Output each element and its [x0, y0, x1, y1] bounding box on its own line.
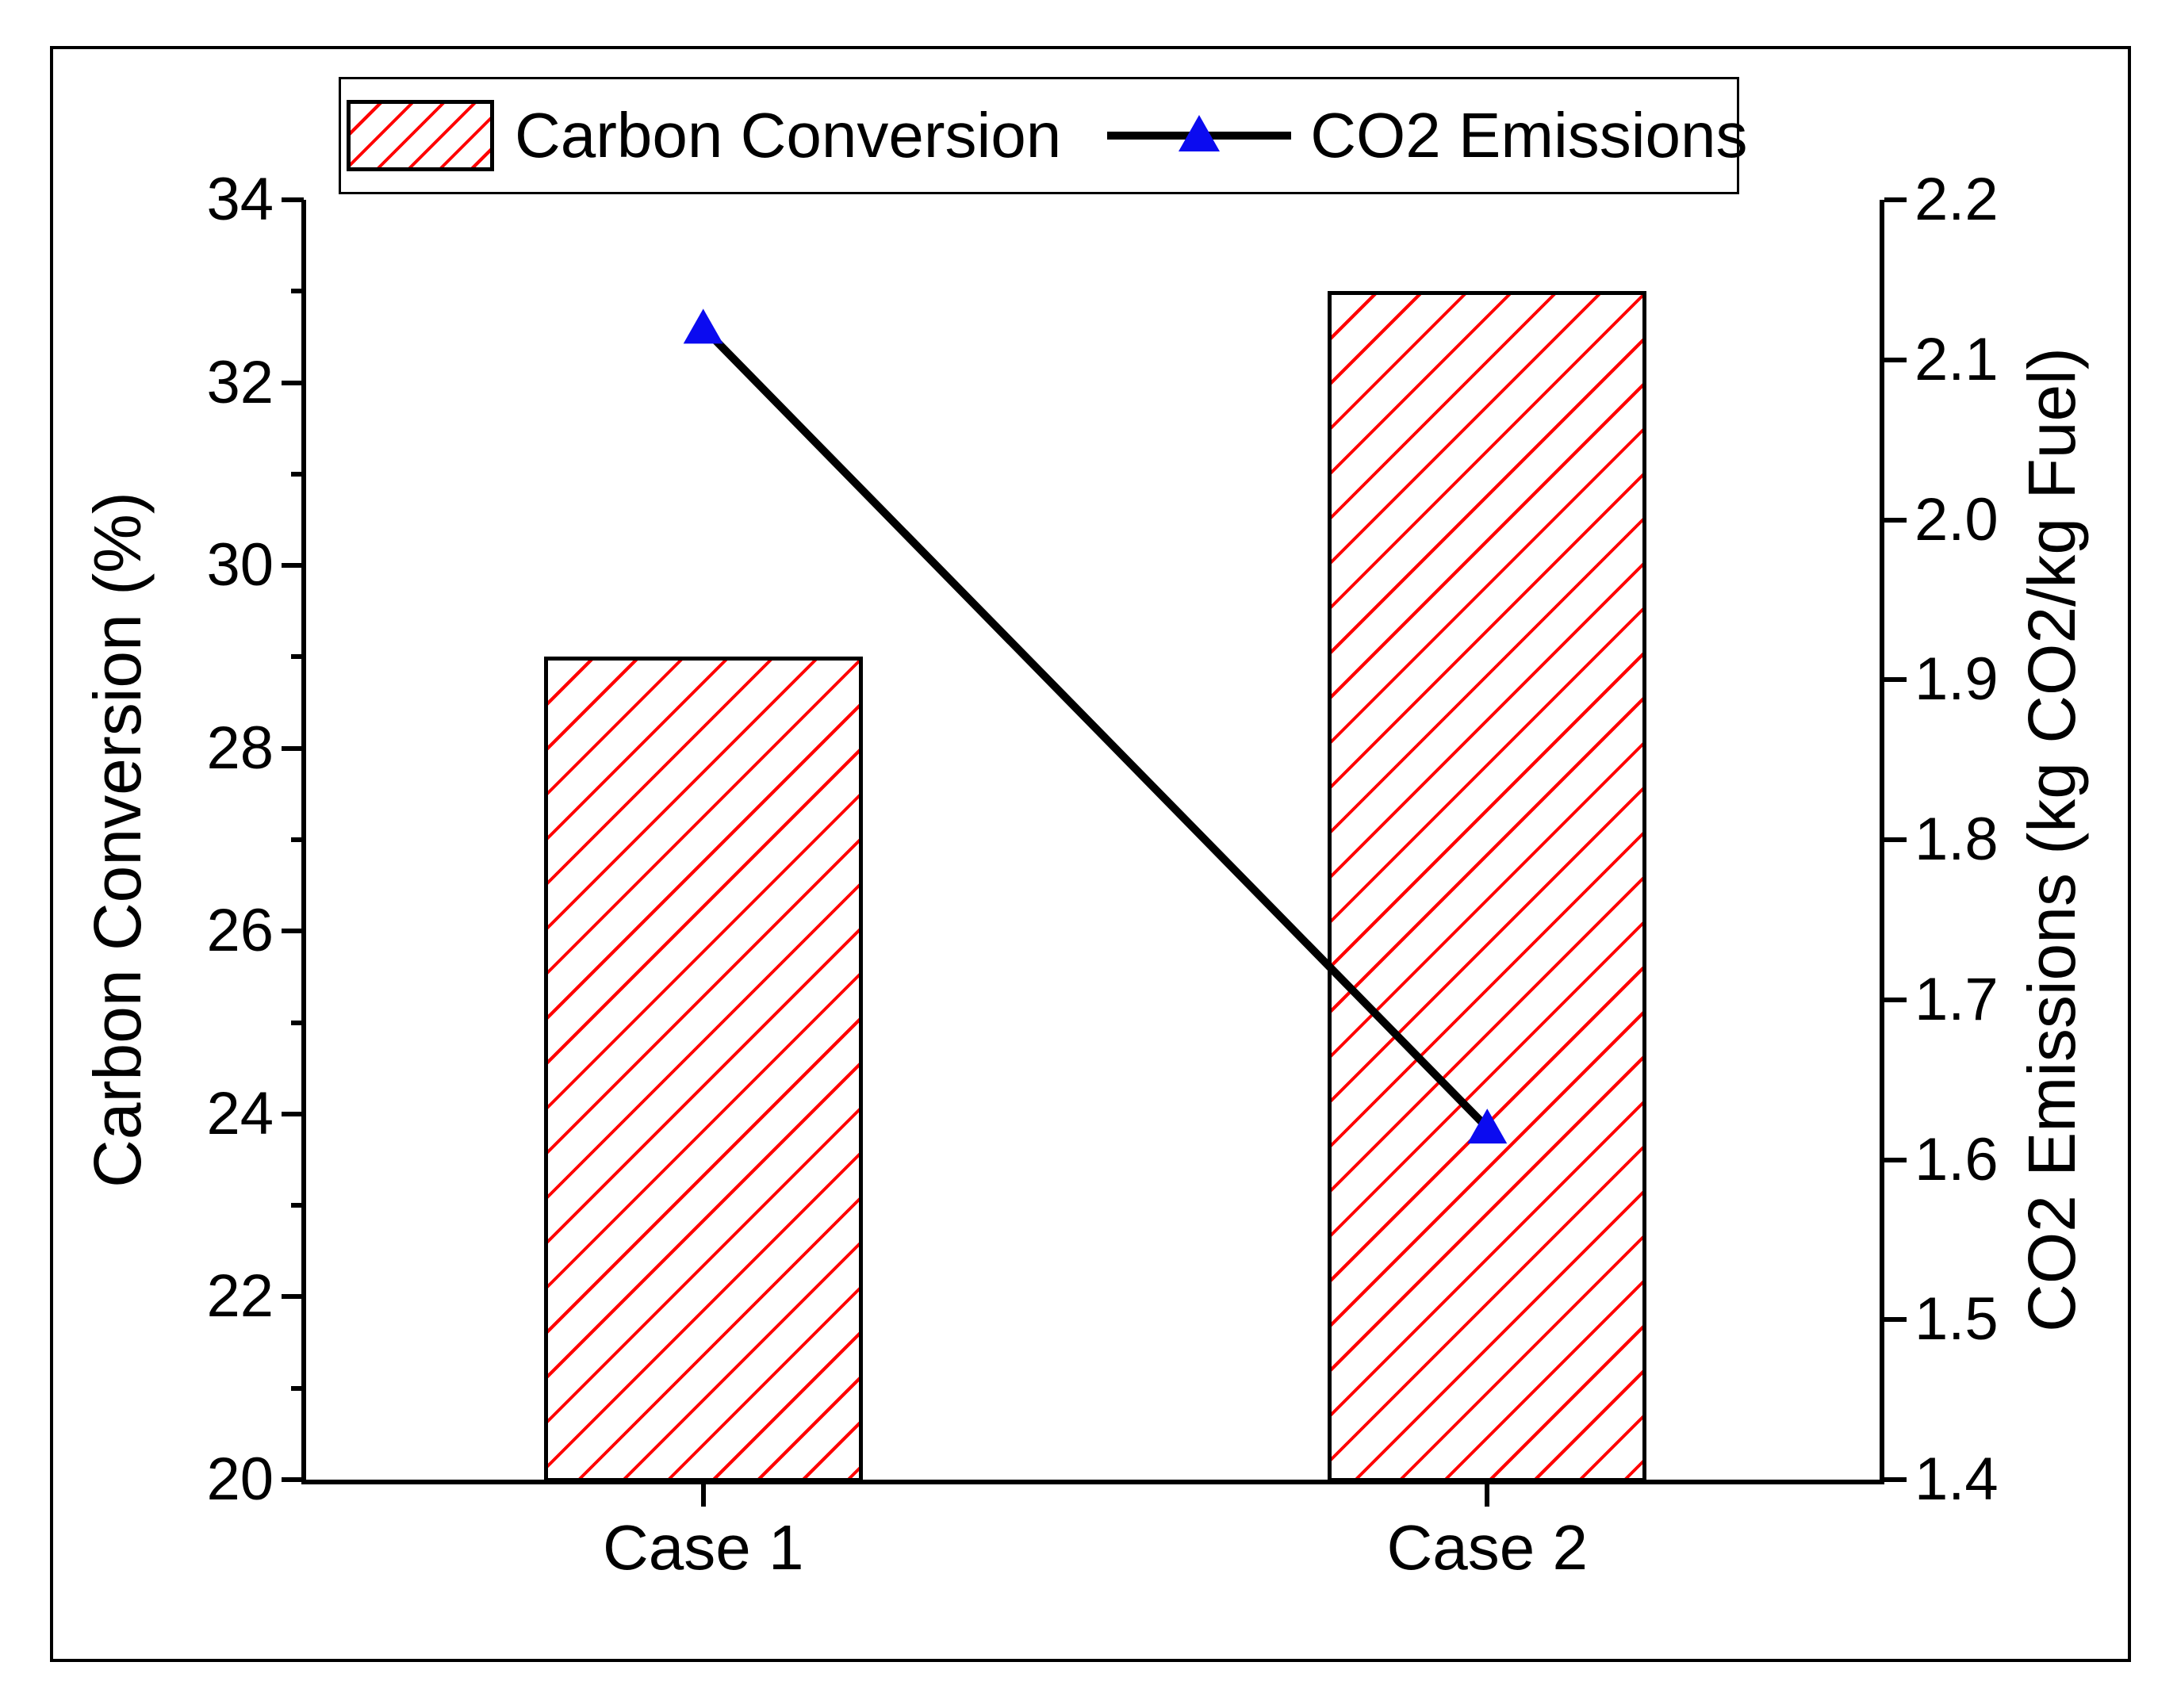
y-left-minor-tick — [291, 837, 304, 842]
legend-box: Carbon Conversion CO2 Emissions — [339, 77, 1748, 194]
y-right-tick-label: 2.2 — [1914, 166, 1999, 233]
y-right-major-tick — [1884, 197, 1907, 202]
y-left-major-tick — [282, 380, 304, 385]
y-right-major-tick — [1884, 1477, 1907, 1482]
legend-line-triangle-glyph — [1107, 115, 1292, 151]
left-axis-title: Carbon Conversion (%) — [80, 492, 155, 1188]
y-right-major-tick — [1884, 1157, 1907, 1162]
y-left-minor-tick — [291, 654, 304, 660]
y-left-minor-tick — [291, 1020, 304, 1025]
y-right-tick-label: 1.8 — [1914, 806, 1999, 873]
y-left-major-tick — [282, 745, 304, 751]
carbon-conversion-bar — [543, 657, 863, 1482]
y-right-major-tick — [1884, 677, 1907, 683]
right-axis-spine — [1880, 200, 1884, 1484]
y-right-tick-label: 1.6 — [1914, 1125, 1999, 1193]
y-left-tick-label: 32 — [206, 348, 274, 416]
y-right-tick-label: 1.7 — [1914, 965, 1999, 1033]
legend-label-co2-emissions: CO2 Emissions — [1310, 100, 1748, 170]
y-right-major-tick — [1884, 997, 1907, 1002]
x-axis-tick-label: Case 2 — [1386, 1512, 1588, 1583]
y-left-major-tick — [282, 197, 304, 202]
y-right-tick-label: 1.4 — [1914, 1446, 1999, 1513]
y-left-minor-tick — [291, 1385, 304, 1391]
y-left-minor-tick — [291, 471, 304, 477]
y-right-tick-label: 1.5 — [1914, 1285, 1999, 1354]
x-axis-tick — [1485, 1484, 1490, 1507]
y-right-tick-label: 2.1 — [1914, 325, 1999, 393]
left-axis-spine — [301, 200, 306, 1484]
legend-label-carbon-conversion: Carbon Conversion — [515, 100, 1062, 170]
y-left-major-tick — [282, 563, 304, 569]
legend-triangle-icon — [1179, 115, 1221, 151]
y-right-major-tick — [1884, 357, 1907, 362]
y-left-tick-label: 24 — [206, 1079, 274, 1147]
y-left-tick-label: 28 — [206, 714, 274, 782]
y-right-major-tick — [1884, 517, 1907, 523]
y-left-major-tick — [282, 1294, 304, 1300]
x-axis-tick — [700, 1484, 706, 1507]
y-left-major-tick — [282, 1477, 304, 1482]
y-left-minor-tick — [291, 289, 304, 294]
figure-border — [50, 46, 2131, 1662]
y-right-major-tick — [1884, 1317, 1907, 1323]
y-left-tick-label: 22 — [206, 1262, 274, 1331]
y-left-major-tick — [282, 929, 304, 934]
carbon-conversion-bar — [1328, 291, 1647, 1482]
y-right-tick-label: 1.9 — [1914, 645, 1999, 714]
legend-bar-swatch — [347, 100, 494, 171]
x-axis-tick-label: Case 1 — [602, 1512, 804, 1583]
y-left-tick-label: 34 — [206, 166, 274, 233]
right-axis-title: CO2 Emissions (kg CO2/kg Fuel) — [2014, 347, 2089, 1332]
y-left-tick-label: 26 — [206, 897, 274, 965]
y-left-minor-tick — [291, 1203, 304, 1208]
y-left-major-tick — [282, 1111, 304, 1116]
y-left-tick-label: 20 — [206, 1446, 274, 1513]
y-right-tick-label: 2.0 — [1914, 485, 1999, 553]
y-left-tick-label: 30 — [206, 531, 274, 599]
bottom-axis-spine — [301, 1480, 1884, 1484]
y-right-major-tick — [1884, 837, 1907, 842]
